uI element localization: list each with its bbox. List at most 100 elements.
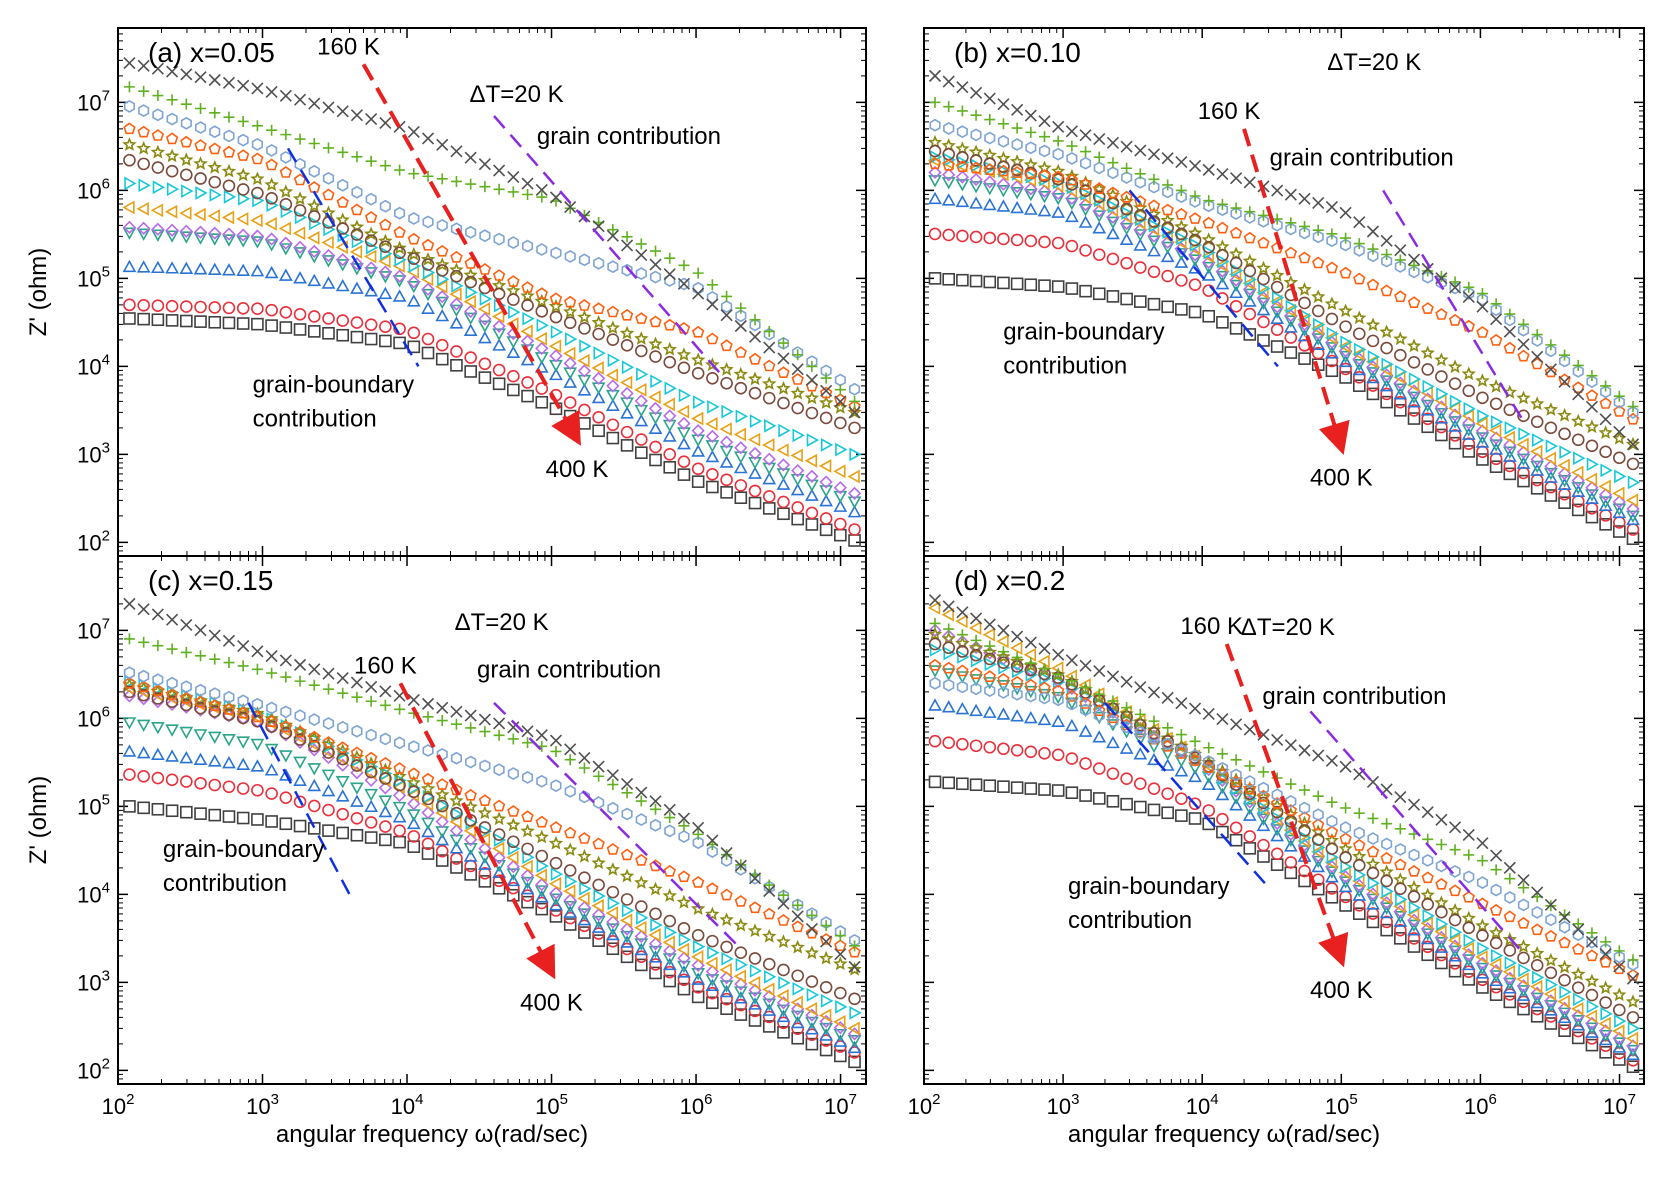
x-tick-label: 103 [1047, 1091, 1080, 1119]
data-point [997, 164, 1010, 177]
data-point [1613, 395, 1625, 409]
data-point [955, 614, 968, 629]
data-point [450, 718, 462, 730]
data-point [293, 204, 307, 217]
data-point [521, 281, 534, 293]
data-point [1557, 994, 1570, 1009]
data-point [847, 1035, 862, 1048]
data-point [818, 950, 834, 965]
data-point [733, 969, 747, 984]
data-point [264, 217, 277, 231]
data-point [208, 226, 222, 240]
data-point [1051, 784, 1065, 797]
data-point [407, 252, 421, 265]
data-point [849, 1006, 862, 1020]
data-point [706, 468, 719, 481]
data-point [138, 85, 150, 97]
data-point [463, 849, 478, 862]
data-point [236, 302, 250, 315]
data-point [365, 240, 379, 255]
data-point [834, 948, 847, 961]
data-point [1585, 491, 1599, 505]
data-point [606, 333, 620, 346]
data-point [1558, 1024, 1571, 1037]
data-point [1421, 940, 1435, 954]
data-point [251, 82, 264, 95]
data-point [421, 301, 435, 314]
data-point [309, 216, 322, 231]
data-point [805, 926, 819, 939]
data-point [1299, 784, 1311, 796]
data-point [634, 900, 648, 913]
data-point [663, 268, 676, 281]
data-point [1543, 987, 1557, 1001]
data-point [1463, 286, 1475, 300]
data-point [733, 427, 747, 442]
data-point [335, 776, 350, 789]
data-point [1407, 798, 1421, 811]
data-point [251, 645, 264, 658]
data-point [605, 320, 621, 335]
data-point [209, 107, 221, 119]
data-point [997, 232, 1010, 246]
data-point [251, 714, 264, 728]
data-point [662, 429, 677, 442]
data-point [294, 210, 308, 225]
data-point [1271, 290, 1285, 305]
data-point [996, 634, 1009, 649]
data-point [1188, 212, 1202, 224]
data-point [378, 286, 393, 300]
data-point [421, 332, 435, 346]
data-point [379, 756, 392, 769]
data-point [790, 995, 803, 1010]
data-point [1599, 518, 1612, 531]
data-point [236, 811, 250, 825]
data-point [1270, 323, 1284, 337]
data-point [662, 397, 675, 412]
data-point [941, 177, 956, 190]
data-point [593, 889, 606, 903]
series-12 [123, 81, 861, 407]
data-point [834, 416, 847, 430]
series-12 [123, 633, 861, 952]
data-point [706, 298, 719, 311]
data-point [1366, 915, 1380, 929]
data-point [1271, 184, 1284, 197]
data-point [535, 382, 549, 395]
data-point [364, 234, 378, 247]
data-point [1065, 173, 1079, 186]
data-point [1544, 966, 1558, 980]
data-point [1270, 797, 1284, 809]
data-point [1189, 190, 1201, 202]
data-point [1503, 341, 1516, 354]
data-point [969, 739, 983, 753]
data-point [1326, 814, 1338, 828]
series-4 [122, 227, 862, 509]
data-point [1448, 884, 1462, 897]
data-point [1202, 240, 1216, 254]
data-point [956, 150, 969, 164]
data-point [122, 259, 137, 273]
data-point [620, 942, 634, 956]
data-point [928, 272, 942, 285]
y-axis-label: Z' (ohm) [25, 776, 52, 865]
data-point [705, 964, 720, 979]
data-point [677, 277, 691, 290]
data-point [1339, 206, 1352, 219]
data-point [322, 142, 334, 154]
data-point [1352, 362, 1367, 376]
data-point [1462, 828, 1475, 842]
data-point [1188, 254, 1202, 267]
data-point [634, 413, 649, 427]
data-point [322, 171, 335, 185]
data-point [535, 395, 549, 409]
data-point [392, 810, 407, 823]
data-point [1270, 340, 1284, 353]
data-point [677, 960, 691, 974]
data-point [678, 932, 692, 947]
data-point [464, 151, 477, 164]
data-point [1025, 126, 1037, 138]
data-point [1516, 437, 1529, 452]
data-point [705, 974, 720, 987]
data-point [956, 160, 969, 172]
